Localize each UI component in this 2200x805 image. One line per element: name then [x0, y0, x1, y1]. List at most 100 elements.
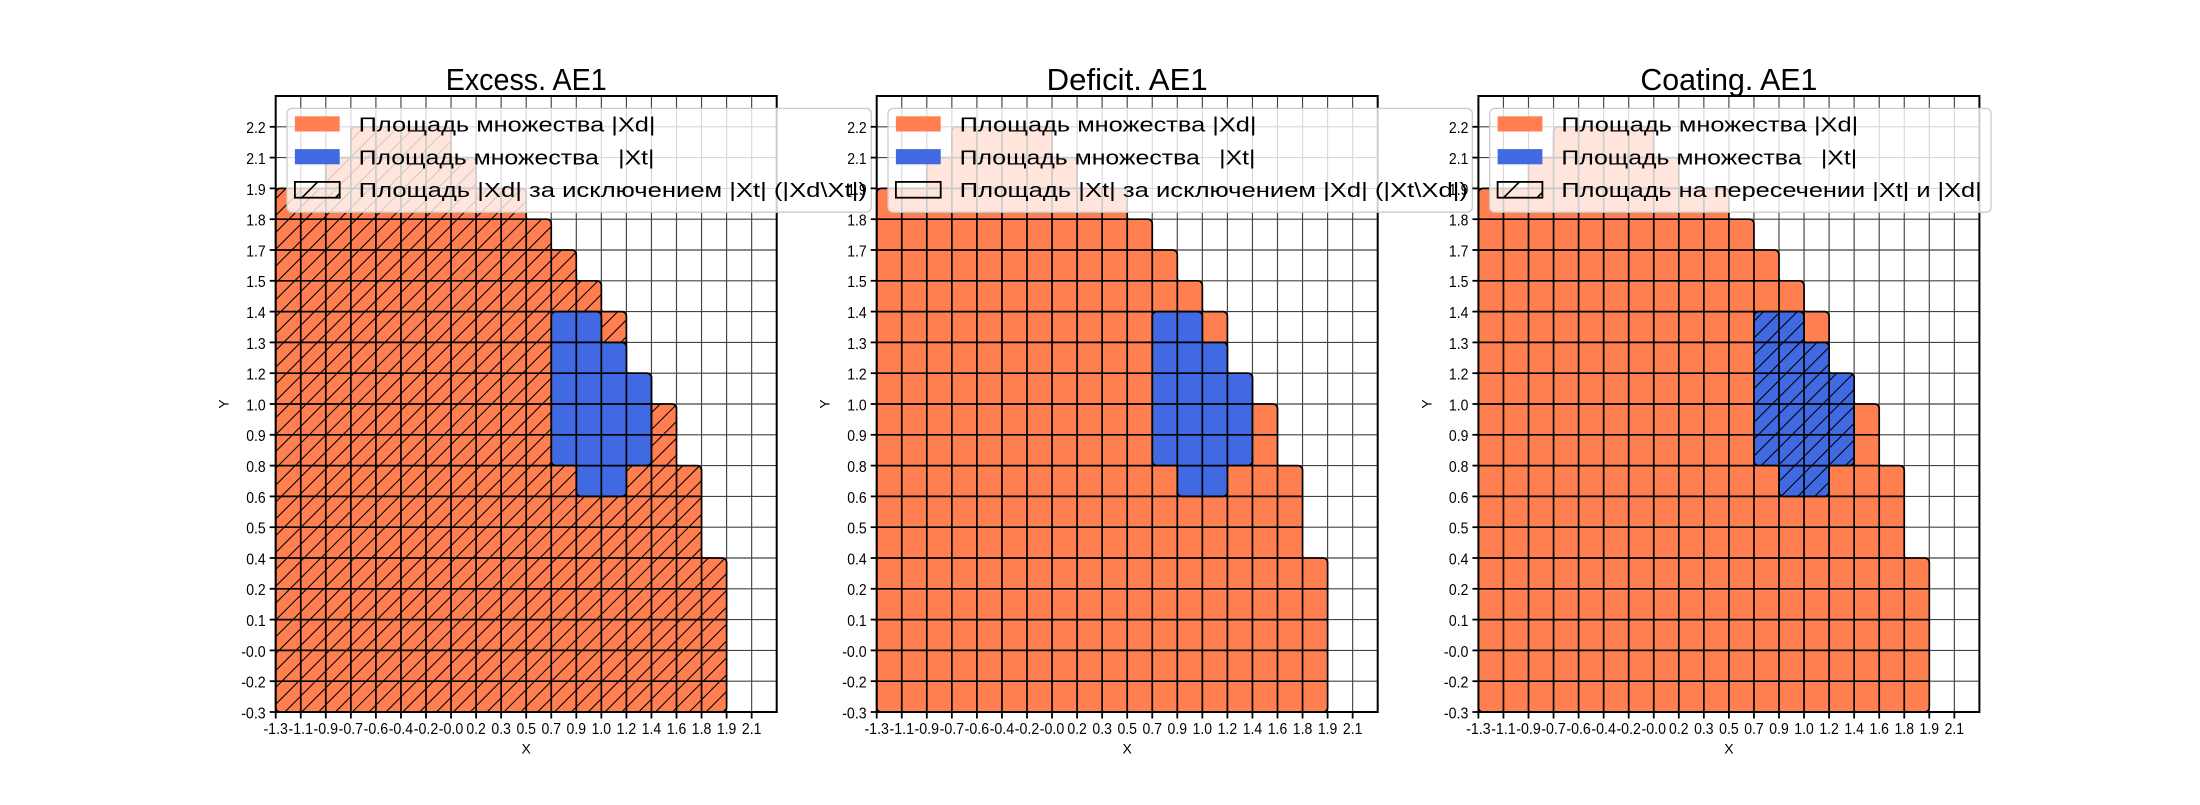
- svg-text:-0.0: -0.0: [1444, 644, 1469, 661]
- svg-text:-0.3: -0.3: [842, 705, 867, 722]
- svg-text:0.6: 0.6: [847, 490, 867, 507]
- svg-text:-0.7: -0.7: [339, 721, 364, 738]
- svg-text:0.8: 0.8: [1449, 459, 1469, 476]
- svg-text:1.0: 1.0: [1449, 397, 1469, 414]
- svg-text:1.7: 1.7: [246, 243, 266, 260]
- svg-text:0.5: 0.5: [1117, 721, 1137, 738]
- svg-text:1.7: 1.7: [1449, 243, 1469, 260]
- svg-text:-0.0: -0.0: [1040, 721, 1065, 738]
- svg-text:1.6: 1.6: [1869, 721, 1889, 738]
- svg-text:-1.3: -1.3: [864, 721, 889, 738]
- svg-text:-1.1: -1.1: [289, 721, 314, 738]
- svg-text:1.8: 1.8: [1449, 213, 1469, 230]
- svg-text:Coating. AE1: Coating. AE1: [1640, 63, 1817, 97]
- svg-text:1.2: 1.2: [1449, 367, 1469, 384]
- svg-text:-0.9: -0.9: [1516, 721, 1541, 738]
- svg-text:1.8: 1.8: [847, 213, 867, 230]
- svg-text:-0.0: -0.0: [842, 644, 867, 661]
- svg-text:-1.3: -1.3: [1466, 721, 1491, 738]
- svg-text:-0.6: -0.6: [965, 721, 990, 738]
- svg-text:X: X: [522, 741, 532, 757]
- svg-text:1.6: 1.6: [1268, 721, 1288, 738]
- svg-text:2.1: 2.1: [1449, 151, 1469, 168]
- svg-text:1.4: 1.4: [246, 305, 266, 322]
- svg-text:0.2: 0.2: [246, 582, 266, 599]
- svg-text:0.6: 0.6: [1449, 490, 1469, 507]
- svg-text:0.5: 0.5: [847, 521, 867, 538]
- svg-text:X: X: [1123, 741, 1133, 757]
- svg-text:-0.2: -0.2: [1015, 721, 1040, 738]
- svg-text:Площадь на пересечении |Xt| и: Площадь на пересечении |Xt| и |Xd|: [1561, 180, 1981, 202]
- svg-text:-0.2: -0.2: [241, 675, 266, 692]
- svg-text:1.8: 1.8: [1293, 721, 1313, 738]
- svg-text:1.2: 1.2: [1218, 721, 1238, 738]
- svg-text:0.2: 0.2: [1669, 721, 1689, 738]
- svg-text:1.9: 1.9: [847, 182, 867, 199]
- svg-text:-0.2: -0.2: [414, 721, 439, 738]
- svg-text:-0.6: -0.6: [364, 721, 389, 738]
- svg-text:1.2: 1.2: [1819, 721, 1839, 738]
- svg-text:1.9: 1.9: [1449, 182, 1469, 199]
- svg-text:1.5: 1.5: [246, 274, 266, 291]
- svg-text:-1.1: -1.1: [1491, 721, 1516, 738]
- svg-text:-1.1: -1.1: [890, 721, 915, 738]
- svg-text:0.3: 0.3: [1092, 721, 1112, 738]
- svg-text:0.2: 0.2: [1067, 721, 1087, 738]
- svg-text:-1.3: -1.3: [263, 721, 288, 738]
- svg-text:-0.2: -0.2: [842, 675, 867, 692]
- svg-text:1.4: 1.4: [642, 721, 662, 738]
- svg-text:Площадь |Xd| за исключением |X: Площадь |Xd| за исключением |Xt| (|Xd\Xt…: [359, 180, 867, 202]
- svg-text:-0.0: -0.0: [241, 644, 266, 661]
- svg-text:0.9: 0.9: [1168, 721, 1188, 738]
- svg-text:1.9: 1.9: [1920, 721, 1940, 738]
- svg-text:0.5: 0.5: [1719, 721, 1739, 738]
- svg-text:Площадь множества |Xt|: Площадь множества |Xt|: [1561, 147, 1857, 169]
- svg-text:0.5: 0.5: [1449, 521, 1469, 538]
- svg-text:Y: Y: [1418, 399, 1434, 409]
- svg-text:-0.0: -0.0: [1642, 721, 1667, 738]
- svg-text:-0.2: -0.2: [1444, 675, 1469, 692]
- svg-text:2.1: 2.1: [742, 721, 762, 738]
- svg-text:1.9: 1.9: [246, 182, 266, 199]
- svg-text:1.3: 1.3: [246, 336, 266, 353]
- svg-text:0.2: 0.2: [1449, 582, 1469, 599]
- svg-text:0.9: 0.9: [1449, 428, 1469, 445]
- svg-text:0.9: 0.9: [1769, 721, 1789, 738]
- svg-text:0.1: 0.1: [1449, 613, 1469, 630]
- svg-text:Y: Y: [216, 399, 232, 409]
- svg-text:1.0: 1.0: [1794, 721, 1814, 738]
- svg-text:1.2: 1.2: [246, 367, 266, 384]
- svg-text:0.7: 0.7: [542, 721, 562, 738]
- svg-text:0.9: 0.9: [246, 428, 266, 445]
- svg-text:1.3: 1.3: [1449, 336, 1469, 353]
- svg-text:1.4: 1.4: [1844, 721, 1864, 738]
- svg-text:-0.3: -0.3: [241, 705, 266, 722]
- svg-text:1.4: 1.4: [1243, 721, 1263, 738]
- svg-text:1.8: 1.8: [1895, 721, 1915, 738]
- svg-text:2.1: 2.1: [1343, 721, 1363, 738]
- svg-text:0.9: 0.9: [567, 721, 587, 738]
- svg-text:1.8: 1.8: [692, 721, 712, 738]
- svg-text:1.4: 1.4: [847, 305, 867, 322]
- svg-text:0.5: 0.5: [246, 521, 266, 538]
- svg-text:1.4: 1.4: [1449, 305, 1469, 322]
- svg-text:Площадь множества |Xd|: Площадь множества |Xd|: [960, 115, 1257, 137]
- svg-text:-0.2: -0.2: [1616, 721, 1641, 738]
- svg-text:0.7: 0.7: [1744, 721, 1764, 738]
- svg-text:Deficit. AE1: Deficit. AE1: [1047, 63, 1208, 97]
- svg-text:1.6: 1.6: [667, 721, 687, 738]
- svg-text:0.2: 0.2: [466, 721, 486, 738]
- svg-text:-0.4: -0.4: [389, 721, 414, 738]
- svg-text:-0.4: -0.4: [990, 721, 1015, 738]
- svg-text:0.4: 0.4: [246, 551, 266, 568]
- svg-text:1.2: 1.2: [617, 721, 637, 738]
- svg-text:-0.4: -0.4: [1591, 721, 1616, 738]
- svg-text:0.7: 0.7: [1143, 721, 1163, 738]
- svg-text:-0.0: -0.0: [439, 721, 464, 738]
- svg-text:1.0: 1.0: [1193, 721, 1213, 738]
- svg-text:2.2: 2.2: [1449, 120, 1469, 137]
- svg-text:2.2: 2.2: [246, 120, 266, 137]
- svg-text:0.6: 0.6: [246, 490, 266, 507]
- svg-text:0.1: 0.1: [246, 613, 266, 630]
- svg-text:1.0: 1.0: [847, 397, 867, 414]
